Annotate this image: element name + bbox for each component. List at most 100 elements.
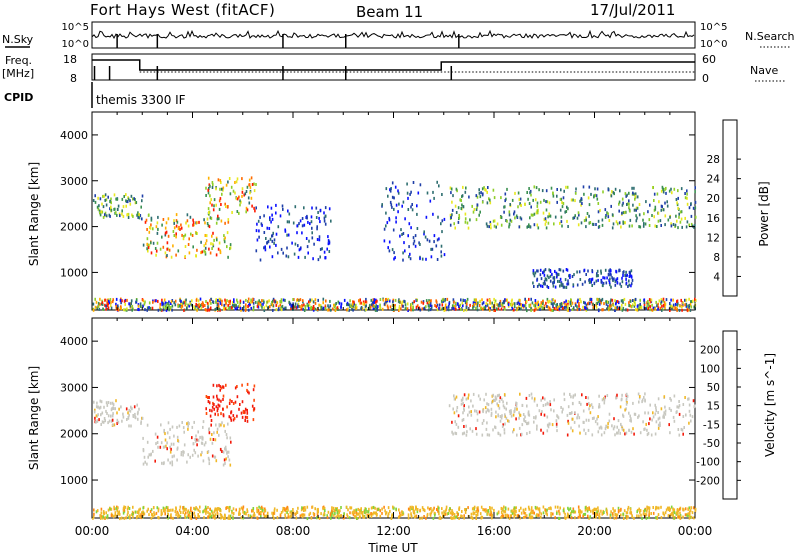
range-gate-cell [542,302,544,306]
range-gate-cell [105,198,108,202]
range-gate-cell [185,302,187,306]
range-gate-cell [365,300,368,304]
range-gate-cell [567,207,569,211]
range-gate-cell [273,509,276,513]
range-gate-cell [614,279,617,283]
range-gate-cell [181,421,183,424]
range-gate-cell [236,385,238,388]
range-gate-cell [372,505,375,509]
range-gate-cell [340,506,342,509]
range-gate-cell [612,191,615,195]
range-gate-cell [246,382,249,386]
range-gate-cell [254,209,256,213]
range-gate-cell [338,514,340,518]
range-gate-cell [655,505,657,509]
range-gate-cell [213,407,215,411]
range-gate-cell [558,305,560,309]
range-gate-cell [631,224,633,228]
range-gate-cell [335,515,337,519]
range-gate-cell [610,269,612,273]
range-gate-cell [164,512,166,516]
range-gate-cell [452,298,455,302]
range-gate-cell [690,222,693,226]
range-gate-cell [372,306,375,310]
range-gate-cell [391,513,393,517]
range-gate-cell [220,514,223,517]
range-gate-cell [482,508,484,512]
range-gate-cell [688,304,691,307]
range-gate-cell [619,431,621,435]
range-gate-cell [195,254,197,258]
range-gate-cell [652,415,655,419]
range-gate-cell [624,408,626,412]
range-gate-cell [316,238,319,241]
range-gate-cell [108,301,111,305]
range-gate-cell [109,304,112,308]
range-gate-cell [629,274,631,278]
range-gate-cell [215,405,218,409]
range-gate-cell [308,239,310,243]
range-gate-cell [308,303,311,307]
range-gate-cell [670,222,672,226]
range-gate-cell [684,396,686,399]
range-gate-cell [127,505,129,509]
range-gate-cell [510,303,513,307]
range-gate-cell [631,299,634,302]
range-gate-cell [228,514,230,518]
range-gate-cell [292,508,294,511]
range-gate-cell [179,298,181,302]
range-gate-cell [129,409,132,413]
range-gate-cell [568,515,570,519]
range-gate-cell [463,308,465,312]
y-tick-label: 3000 [60,381,88,394]
range-gate-cell [494,426,497,430]
range-gate-cell [125,199,127,203]
range-gate-cell [425,305,427,309]
range-gate-cell [317,258,320,262]
range-gate-cell [353,515,356,519]
range-gate-cell [224,445,227,449]
range-gate-cell [567,282,570,286]
range-gate-cell [239,306,242,310]
range-gate-cell [265,237,267,240]
range-gate-cell [647,210,649,214]
range-gate-cell [361,307,364,311]
range-gate-cell [642,224,645,228]
range-gate-cell [463,514,465,518]
range-gate-cell [520,432,523,436]
range-gate-cell [190,232,192,236]
range-gate-cell [583,268,586,272]
range-gate-cell [277,305,280,309]
range-gate-cell [399,511,401,515]
range-gate-cell [217,178,220,182]
range-gate-cell [419,508,422,512]
range-gate-cell [607,306,609,310]
range-gate-cell [338,301,341,305]
range-gate-cell [209,216,212,220]
time-tick-label: 00:00 [75,524,110,538]
range-gate-cell [139,214,142,217]
range-gate-cell [590,297,593,301]
range-gate-cell [620,425,623,428]
range-gate-cell [178,508,181,512]
range-gate-cell [557,273,560,277]
range-gate-cell [99,211,101,215]
range-gate-cell [625,407,627,411]
range-gate-cell [639,510,641,514]
range-gate-cell [111,414,114,418]
range-gate-cell [196,443,198,447]
range-gate-cell [123,308,125,312]
range-gate-cell [689,515,692,519]
range-gate-cell [227,303,229,307]
range-gate-cell [518,509,521,513]
range-gate-cell [688,421,690,425]
range-gate-cell [588,302,591,306]
range-gate-cell [574,214,576,218]
range-gate-cell [239,403,241,406]
range-gate-cell [269,216,271,220]
range-gate-cell [540,302,543,306]
range-gate-cell [479,210,481,214]
range-gate-cell [206,222,209,225]
range-gate-cell [470,410,472,414]
range-gate-cell [257,509,260,512]
